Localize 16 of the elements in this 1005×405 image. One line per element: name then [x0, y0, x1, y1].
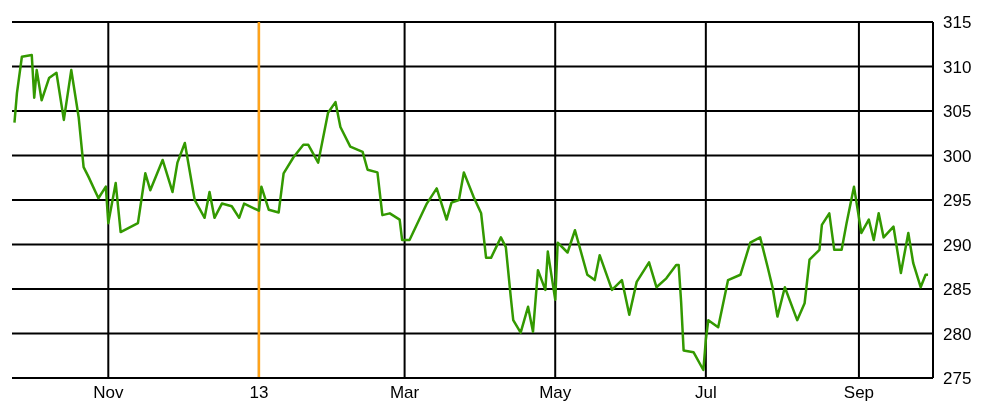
- x-tick-label: Sep: [843, 383, 875, 403]
- y-tick-label: 295: [943, 191, 972, 211]
- y-tick-label: 310: [943, 57, 972, 77]
- x-tick-label: Jul: [694, 383, 717, 403]
- y-tick-label: 300: [943, 146, 972, 166]
- line-series: [13, 53, 930, 372]
- y-tick-label: 290: [943, 235, 972, 255]
- x-tick-label: Mar: [389, 383, 420, 403]
- x-tick-label: May: [539, 383, 572, 403]
- y-tick-label: 285: [943, 280, 972, 300]
- y-tick-label: 315: [943, 13, 972, 33]
- y-tick-label: 280: [943, 324, 972, 344]
- y-tick-label: 275: [943, 369, 972, 389]
- y-tick-label: 305: [943, 102, 972, 122]
- x-tick-label: 13: [249, 383, 269, 403]
- x-tick-label: Nov: [93, 383, 124, 403]
